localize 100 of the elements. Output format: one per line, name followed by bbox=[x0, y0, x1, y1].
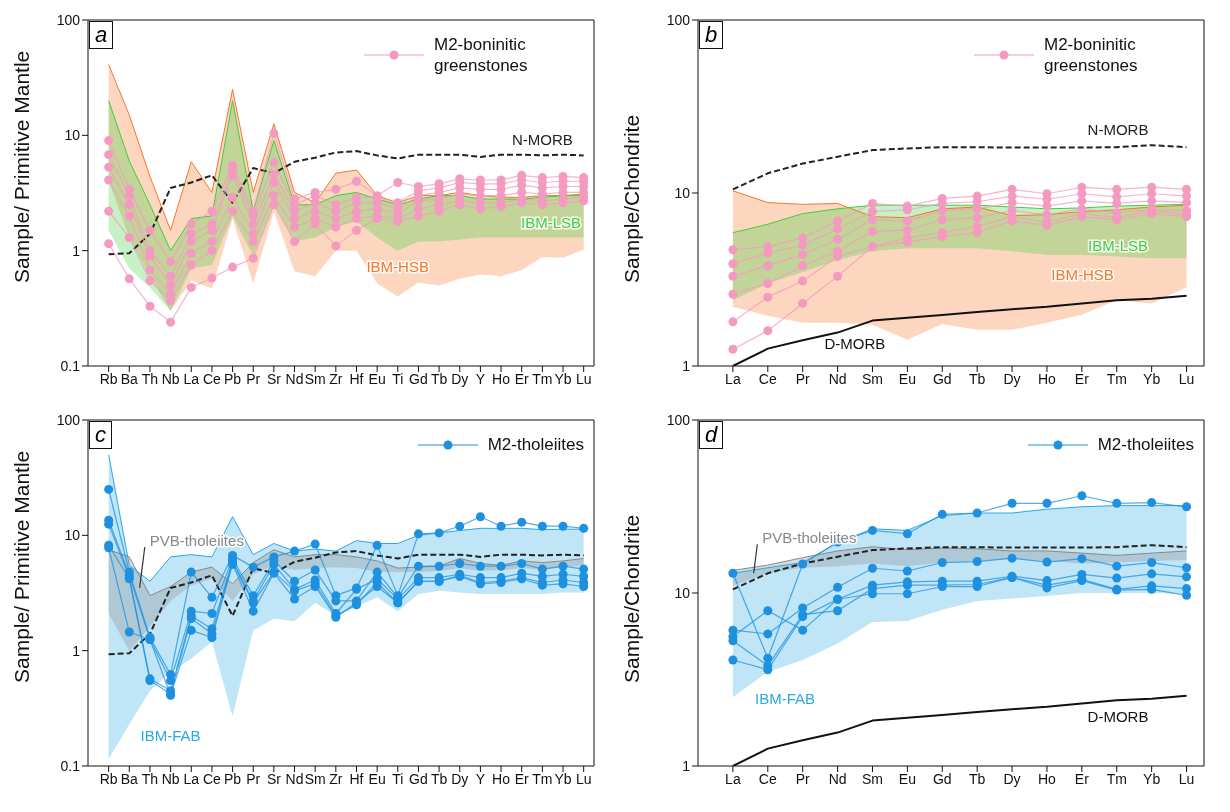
x-tick-label: Lu bbox=[1178, 370, 1195, 387]
x-tick-label: Y bbox=[475, 370, 486, 387]
x-tick-label: Tb bbox=[969, 370, 986, 387]
x-tick-label: Pb bbox=[224, 770, 242, 787]
x-tick-label: Ti bbox=[392, 370, 404, 387]
x-tick-label: Ce bbox=[758, 370, 777, 387]
chart-title: b bbox=[699, 21, 724, 49]
y-axis-title: Sample/Chondrite bbox=[620, 514, 644, 683]
y-tick-label: 100 bbox=[666, 11, 691, 28]
x-tick-label: La bbox=[725, 370, 741, 387]
x-tick-label: Nb bbox=[161, 370, 180, 387]
x-tick-label: Nb bbox=[161, 770, 180, 787]
x-tick-label: Y bbox=[475, 770, 486, 787]
x-tick-label: Ti bbox=[392, 770, 404, 787]
y-tick-label: 10 bbox=[674, 584, 691, 601]
legend-label: M2-tholeiites bbox=[1097, 434, 1194, 455]
text: IBM-FAB bbox=[755, 690, 816, 708]
x-tick-label: Gd bbox=[932, 770, 952, 787]
chart-title: d bbox=[699, 421, 724, 449]
series-label: D-MORB bbox=[824, 335, 886, 353]
x-tick-label: Yb bbox=[1143, 770, 1161, 787]
x-tick-label: Sr bbox=[266, 370, 282, 387]
x-tick-label: Yb bbox=[554, 370, 572, 387]
x-tick-label: Nd bbox=[828, 770, 847, 787]
x-tick-label: Sm bbox=[304, 770, 326, 787]
x-tick-label: Sm bbox=[861, 770, 883, 787]
x-tick-label: Nd bbox=[285, 770, 304, 787]
x-tick-label: Pr bbox=[246, 370, 261, 387]
x-tick-label: Ho bbox=[492, 770, 511, 787]
x-tick-label: Tb bbox=[430, 770, 448, 787]
legend-label: M2-boninitic greenstones bbox=[434, 34, 529, 76]
x-tick-label: Tb bbox=[969, 770, 986, 787]
x-tick-label: La bbox=[183, 770, 200, 787]
x-tick-label: Er bbox=[1074, 370, 1090, 387]
x-tick-label: Yb bbox=[554, 770, 572, 787]
y-tick-label: 100 bbox=[56, 11, 81, 28]
x-tick-label: Dy bbox=[451, 770, 469, 787]
legend-label: M2-tholeiites bbox=[487, 434, 584, 455]
x-tick-label: Tm bbox=[1106, 770, 1127, 787]
y-tick-label: 0.1 bbox=[60, 757, 81, 774]
x-tick-label: Dy bbox=[451, 370, 469, 387]
y-tick-label: 10 bbox=[674, 184, 691, 201]
x-tick-label: Tm bbox=[1106, 370, 1127, 387]
legend-label: M2-boninitic greenstones bbox=[1044, 34, 1139, 76]
x-tick-label: Zr bbox=[329, 770, 343, 787]
x-tick-label: Th bbox=[141, 370, 159, 387]
x-tick-label: Sm bbox=[304, 370, 326, 387]
x-tick-label: Th bbox=[141, 770, 159, 787]
x-tick-label: Lu bbox=[1178, 770, 1195, 787]
x-tick-label: La bbox=[183, 370, 200, 387]
x-tick-label: Er bbox=[514, 770, 530, 787]
x-tick-label: Eu bbox=[368, 370, 386, 387]
x-tick-label: Sr bbox=[266, 770, 282, 787]
series-label: PVB-tholeiites bbox=[762, 529, 857, 547]
y-tick-label: 1 bbox=[682, 357, 691, 374]
series-label: IBM-LSB bbox=[520, 214, 581, 232]
x-tick-label: Ho bbox=[1038, 770, 1057, 787]
chart-title: c bbox=[89, 421, 112, 449]
x-tick-label: Rb bbox=[99, 370, 118, 387]
x-tick-label: Ba bbox=[120, 370, 139, 387]
x-tick-label: Eu bbox=[368, 770, 386, 787]
x-tick-label: Ba bbox=[120, 770, 139, 787]
x-tick-label: Tb bbox=[430, 370, 448, 387]
x-tick-label: Eu bbox=[898, 770, 916, 787]
x-tick-label: Er bbox=[514, 370, 530, 387]
x-tick-label: Zr bbox=[329, 370, 343, 387]
x-tick-label: Gd bbox=[409, 770, 428, 787]
x-tick-label: Hf bbox=[349, 370, 364, 387]
x-tick-label: Nd bbox=[828, 370, 847, 387]
x-tick-label: Pr bbox=[246, 770, 261, 787]
x-tick-label: Rb bbox=[99, 770, 118, 787]
y-axis-title: Sample/ Primitive Mantle bbox=[10, 450, 34, 683]
x-tick-label: Nd bbox=[285, 370, 304, 387]
y-tick-label: 100 bbox=[56, 411, 81, 428]
x-tick-label: Eu bbox=[898, 370, 916, 387]
series-label: N-MORB bbox=[1087, 120, 1149, 138]
y-tick-label: 10 bbox=[64, 127, 81, 144]
x-tick-label: Gd bbox=[932, 370, 952, 387]
x-tick-label: Ce bbox=[202, 370, 222, 387]
series-label: IBM-LSB bbox=[1087, 236, 1148, 254]
x-tick-label: Ho bbox=[1038, 370, 1057, 387]
series-label: D-MORB bbox=[1087, 707, 1149, 725]
y-tick-label: 1 bbox=[72, 242, 81, 259]
text: IBM-HSB bbox=[366, 258, 429, 276]
x-tick-label: Lu bbox=[575, 370, 592, 387]
x-tick-label: Er bbox=[1074, 770, 1090, 787]
x-tick-label: Ce bbox=[202, 770, 222, 787]
y-tick-label: 10 bbox=[64, 527, 81, 544]
x-tick-label: Lu bbox=[575, 770, 592, 787]
x-tick-label: Ce bbox=[758, 770, 777, 787]
series-label: N-MORB bbox=[511, 131, 573, 149]
y-axis-title: Sample/ Primitive Mantle bbox=[10, 50, 34, 283]
y-tick-label: 1 bbox=[72, 642, 81, 659]
y-tick-label: 100 bbox=[666, 411, 691, 428]
y-axis-title: Sample/Chondrite bbox=[620, 114, 644, 283]
y-tick-label: 0.1 bbox=[60, 357, 81, 374]
chart-title: a bbox=[89, 21, 114, 49]
x-tick-label: Gd bbox=[409, 370, 428, 387]
x-tick-label: Sm bbox=[861, 370, 883, 387]
x-tick-label: Dy bbox=[1003, 770, 1021, 787]
